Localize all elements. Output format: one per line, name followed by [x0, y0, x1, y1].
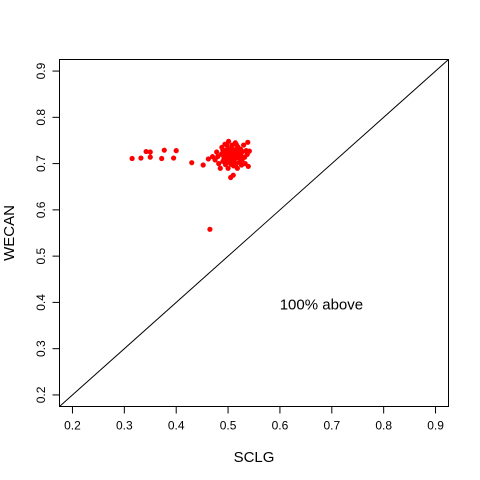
data-point — [245, 163, 251, 169]
x-tick-label: 0.5 — [220, 419, 237, 433]
data-point — [147, 154, 153, 160]
data-point — [231, 150, 237, 156]
y-axis-title: WECAN — [1, 205, 18, 261]
data-point — [224, 142, 230, 148]
x-tick-label: 0.4 — [168, 419, 185, 433]
data-point — [129, 155, 135, 162]
y-tick-label: 0.9 — [34, 62, 48, 79]
data-point — [138, 155, 144, 161]
annotation-text: 100% above — [280, 297, 363, 314]
x-tick-label: 0.7 — [323, 419, 340, 433]
y-tick-label: 0.8 — [34, 109, 48, 126]
x-tick-label: 0.2 — [64, 419, 81, 433]
data-point — [228, 145, 234, 151]
data-point — [234, 165, 241, 171]
data-point — [217, 165, 223, 171]
data-point — [229, 161, 235, 168]
data-point — [161, 147, 167, 153]
plot-frame — [59, 59, 449, 407]
data-point — [214, 149, 220, 155]
y-tick-label: 0.7 — [34, 155, 48, 172]
data-point — [200, 162, 206, 168]
x-tick-label: 0.9 — [427, 419, 444, 433]
data-point — [225, 154, 231, 161]
data-points — [129, 138, 252, 232]
data-point — [238, 162, 245, 168]
reference-line-y-equals-x — [59, 59, 449, 407]
data-point — [205, 156, 211, 162]
data-point — [233, 142, 239, 148]
data-point — [207, 226, 213, 232]
y-axis-ticks: 0.2 0.3 0.4 0.5 0.6 0.7 0.8 0.9 — [34, 62, 60, 403]
data-point — [143, 148, 149, 155]
data-point — [189, 160, 195, 166]
x-tick-label: 0.6 — [272, 419, 289, 433]
x-tick-label: 0.3 — [116, 419, 133, 433]
data-point — [216, 161, 222, 167]
data-point — [173, 148, 179, 154]
data-point — [225, 165, 231, 171]
x-axis-title: SCLG — [234, 449, 275, 466]
y-tick-label: 0.2 — [34, 386, 48, 403]
y-tick-label: 0.3 — [34, 340, 48, 357]
y-tick-label: 0.6 — [34, 201, 48, 218]
data-point — [159, 155, 165, 162]
y-tick-label: 0.4 — [34, 294, 48, 311]
data-point — [221, 148, 227, 154]
data-point — [241, 142, 247, 148]
data-point — [230, 172, 236, 178]
x-axis-ticks: 0.2 0.3 0.4 0.5 0.6 0.7 0.8 0.9 — [64, 406, 444, 433]
data-point — [147, 149, 153, 155]
data-point — [171, 155, 177, 161]
y-tick-label: 0.5 — [34, 247, 48, 264]
data-point — [246, 148, 252, 154]
data-point — [245, 139, 251, 145]
x-tick-label: 0.8 — [375, 419, 392, 433]
